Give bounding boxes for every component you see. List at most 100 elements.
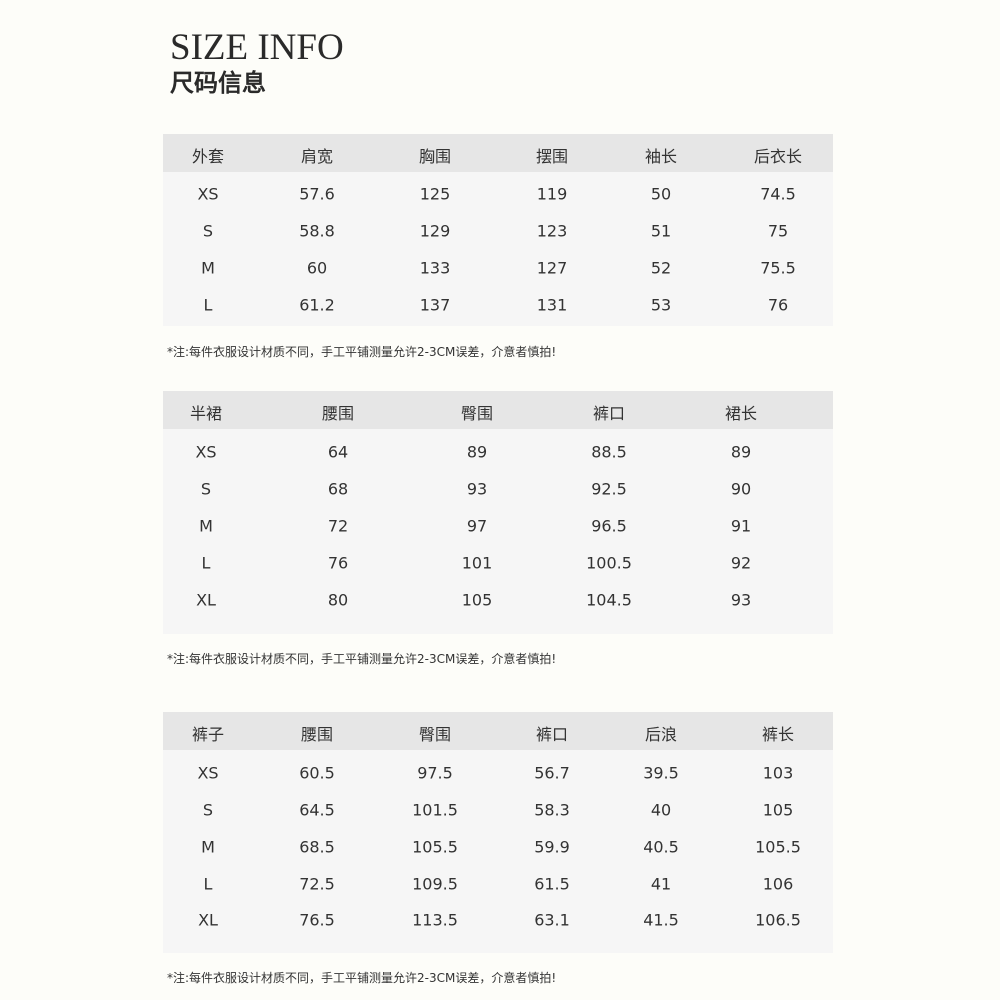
table-cell: 75.5 <box>760 258 796 278</box>
table-cell: 51 <box>650 221 672 241</box>
table-cell: 106 <box>762 874 794 894</box>
table-cell: 101.5 <box>412 800 458 820</box>
skirt-size-table: 半裙 腰围 臀围 裤口 裙长 XS 64 89 88.5 89 S 68 93 92.5 90 M 72 97 96… <box>163 391 833 634</box>
table-cell: 61.2 <box>299 295 335 315</box>
table-cell: 57.6 <box>299 184 335 204</box>
table-cell: 61.5 <box>534 874 570 894</box>
table-cell: 64.5 <box>299 800 335 820</box>
table-cell: 104.5 <box>586 590 632 610</box>
size-label-cell: XS <box>197 184 219 204</box>
table-cell: 89 <box>466 442 488 462</box>
column-header: 肩宽 <box>300 147 334 166</box>
table-cell: 91 <box>730 516 752 536</box>
size-label-cell: XL <box>198 910 218 930</box>
table-cell: 103 <box>762 763 794 783</box>
column-header: 后浪 <box>644 725 678 744</box>
table-cell: 105.5 <box>412 837 458 857</box>
column-header: 半裙 <box>189 404 223 423</box>
table-cell: 74.5 <box>760 184 796 204</box>
column-header: 腰围 <box>300 725 334 744</box>
table-cell: 41 <box>650 874 672 894</box>
size-label-cell: S <box>200 479 212 499</box>
size-label-cell: XS <box>195 442 217 462</box>
size-label-cell: L <box>201 553 211 573</box>
table-cell: 125 <box>419 184 451 204</box>
table-cell: 39.5 <box>643 763 679 783</box>
column-header: 摆围 <box>535 147 569 166</box>
table-header-row: 外套 肩宽 胸围 摆围 袖长 后衣长 <box>163 134 833 172</box>
table-cell: 92.5 <box>591 479 627 499</box>
table-cell: 68.5 <box>299 837 335 857</box>
page-subtitle: 尺码信息 <box>170 69 266 97</box>
table-cell: 76.5 <box>299 910 335 930</box>
table-cell: 106.5 <box>755 910 801 930</box>
table-cell: 58.8 <box>299 221 335 241</box>
table-cell: 76 <box>327 553 349 573</box>
table-cell: 96.5 <box>591 516 627 536</box>
table-cell: 97.5 <box>417 763 453 783</box>
column-header: 裤子 <box>191 725 225 744</box>
table-cell: 133 <box>419 258 451 278</box>
table-cell: 97 <box>466 516 488 536</box>
page-title: SIZE INFO <box>170 27 344 68</box>
column-header: 外套 <box>191 147 225 166</box>
table-cell: 113.5 <box>412 910 458 930</box>
table-cell: 119 <box>536 184 568 204</box>
table-cell: 40 <box>650 800 672 820</box>
size-label-cell: M <box>201 258 215 278</box>
pants-size-table: 裤子 腰围 臀围 裤口 后浪 裤长 XS 60.5 97.5 56.7 39.5 103 S 64.5 10… <box>163 712 833 953</box>
column-header: 裤口 <box>592 404 626 423</box>
table-cell: 80 <box>327 590 349 610</box>
table-cell: 64 <box>327 442 349 462</box>
table-cell: 41.5 <box>643 910 679 930</box>
table-cell: 53 <box>650 295 672 315</box>
table-cell: 56.7 <box>534 763 570 783</box>
table-cell: 76 <box>767 295 789 315</box>
table-cell: 131 <box>536 295 568 315</box>
jacket-size-table: 外套 肩宽 胸围 摆围 袖长 后衣长 XS 57.6 125 119 50 74.5 S 58.8 129 1… <box>163 134 833 326</box>
table-cell: 68 <box>327 479 349 499</box>
table-cell: 60 <box>306 258 328 278</box>
table-cell: 72.5 <box>299 874 335 894</box>
table-header-row: 裤子 腰围 臀围 裤口 后浪 裤长 <box>163 712 833 750</box>
size-label-cell: XS <box>197 763 219 783</box>
size-label-cell: S <box>202 221 214 241</box>
size-label-cell: L <box>203 874 213 894</box>
column-header: 裤长 <box>761 725 795 744</box>
table-cell: 105.5 <box>755 837 801 857</box>
measurement-note: *注:每件衣服设计材质不同，手工平铺测量允许2-3CM误差，介意者慎拍! <box>167 971 557 985</box>
table-cell: 52 <box>650 258 672 278</box>
column-header: 臀围 <box>460 404 494 423</box>
table-cell: 40.5 <box>643 837 679 857</box>
table-cell: 58.3 <box>534 800 570 820</box>
column-header: 腰围 <box>321 404 355 423</box>
table-cell: 127 <box>536 258 568 278</box>
measurement-note: *注:每件衣服设计材质不同，手工平铺测量允许2-3CM误差，介意者慎拍! <box>167 345 557 359</box>
column-header: 臀围 <box>418 725 452 744</box>
size-label-cell: S <box>202 800 214 820</box>
table-cell: 93 <box>730 590 752 610</box>
column-header: 袖长 <box>644 147 678 166</box>
table-cell: 109.5 <box>412 874 458 894</box>
table-cell: 137 <box>419 295 451 315</box>
table-cell: 59.9 <box>534 837 570 857</box>
table-cell: 90 <box>730 479 752 499</box>
table-cell: 60.5 <box>299 763 335 783</box>
table-cell: 88.5 <box>591 442 627 462</box>
size-label-cell: M <box>199 516 213 536</box>
size-label-cell: L <box>203 295 213 315</box>
size-label-cell: XL <box>196 590 216 610</box>
column-header: 裙长 <box>724 404 758 423</box>
table-cell: 72 <box>327 516 349 536</box>
table-cell: 123 <box>536 221 568 241</box>
table-cell: 93 <box>466 479 488 499</box>
column-header: 后衣长 <box>753 147 803 166</box>
table-cell: 63.1 <box>534 910 570 930</box>
column-header: 裤口 <box>535 725 569 744</box>
table-header-row: 半裙 腰围 臀围 裤口 裙长 <box>163 391 833 429</box>
table-cell: 129 <box>419 221 451 241</box>
table-cell: 105 <box>461 590 493 610</box>
table-cell: 75 <box>767 221 789 241</box>
table-cell: 50 <box>650 184 672 204</box>
table-cell: 89 <box>730 442 752 462</box>
